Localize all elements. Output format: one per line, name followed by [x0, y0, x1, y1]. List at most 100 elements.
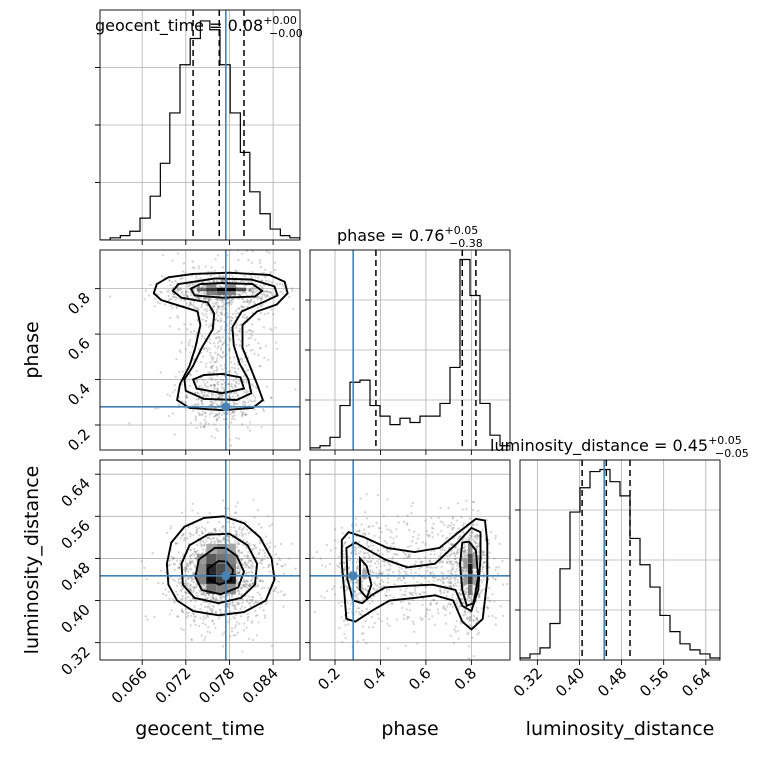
sample-point [234, 626, 237, 629]
sample-point [234, 608, 238, 611]
sample-point [453, 577, 456, 580]
sample-point [443, 549, 446, 552]
sample-point [217, 416, 221, 419]
sample-point [201, 530, 204, 533]
sample-point [223, 525, 226, 528]
density-cell [463, 558, 468, 569]
sample-point [467, 617, 470, 620]
sample-point [372, 544, 375, 547]
sample-point [450, 596, 453, 599]
sample-point [232, 403, 236, 406]
sample-point [445, 561, 448, 564]
sample-point [320, 595, 323, 598]
sample-point [404, 594, 407, 597]
sample-point [185, 294, 189, 297]
sample-point [235, 532, 238, 535]
sample-point [482, 566, 485, 569]
sample-point [204, 346, 207, 349]
sample-point [186, 285, 189, 288]
sample-point [213, 386, 216, 389]
sample-point [189, 560, 193, 564]
sample-point [334, 593, 337, 596]
sample-point [243, 391, 246, 394]
sample-point [410, 505, 413, 508]
sample-point [454, 570, 457, 574]
sample-point [473, 587, 476, 590]
sample-point [256, 296, 259, 299]
sample-point [365, 493, 368, 496]
sample-point [233, 367, 236, 370]
sample-point [191, 345, 194, 348]
sample-point [217, 305, 220, 308]
sample-point [385, 568, 389, 571]
sample-point [356, 568, 359, 571]
sample-point [376, 613, 379, 616]
sample-point [209, 608, 212, 611]
y-tick-label-luminosity-distance: 0.64 [57, 474, 93, 510]
sample-point [254, 601, 257, 604]
sample-point [193, 585, 196, 589]
sample-point [218, 411, 221, 414]
sample-point [260, 305, 263, 308]
sample-point [465, 586, 469, 590]
sample-point [432, 576, 435, 579]
sample-point [421, 617, 424, 620]
sample-point [366, 551, 369, 555]
sample-point [226, 343, 229, 346]
sample-point [228, 321, 231, 325]
sample-point [238, 293, 241, 296]
density-cell [216, 291, 227, 295]
sample-point [261, 579, 264, 583]
sample-point [210, 541, 213, 544]
sample-point [373, 588, 376, 591]
sample-point [468, 597, 471, 600]
sample-point [174, 289, 177, 292]
sample-point [209, 403, 212, 406]
sample-point [288, 557, 291, 560]
sample-point [354, 549, 357, 553]
sample-point [476, 617, 479, 620]
sample-point [191, 586, 194, 589]
scatter-panel-luminosity-distance-vs-phase: 0.2 0.4 0.6 0.8 [305, 459, 511, 694]
sample-point [441, 576, 444, 579]
sample-point [209, 297, 212, 300]
sample-point [409, 568, 413, 571]
sample-point [234, 533, 237, 537]
sample-point [264, 290, 267, 293]
sample-point [209, 366, 212, 369]
sample-point [256, 297, 259, 300]
sample-point [217, 307, 220, 310]
sample-point [226, 602, 229, 606]
sample-point [212, 279, 215, 282]
sample-point [355, 570, 358, 573]
sample-point [433, 623, 436, 626]
sample-point [221, 394, 224, 398]
title-luminosity-distance: luminosity_distance = 0.45+0.05 −0.05 [490, 434, 749, 460]
sample-point [449, 560, 452, 563]
sample-point [207, 536, 210, 540]
sample-point [365, 588, 368, 591]
sample-point [108, 295, 111, 298]
sample-point [229, 610, 232, 613]
sample-point [191, 560, 194, 563]
histogram-content [310, 250, 510, 450]
sample-point [157, 582, 160, 585]
sample-point [226, 538, 229, 541]
sample-point [471, 599, 474, 602]
sample-point [198, 296, 201, 300]
sample-point [263, 555, 266, 558]
sample-point [424, 576, 427, 580]
sample-point [234, 269, 237, 272]
sample-point [201, 532, 205, 535]
sample-point [363, 567, 366, 570]
sample-point [348, 567, 351, 570]
sample-point [252, 290, 255, 293]
sample-point [341, 532, 344, 535]
sample-point [248, 559, 251, 562]
sample-point [189, 385, 192, 388]
sample-point [201, 402, 204, 405]
sample-point [244, 413, 247, 416]
sample-point [244, 363, 247, 366]
sample-point [215, 598, 218, 602]
sample-point [238, 528, 241, 531]
